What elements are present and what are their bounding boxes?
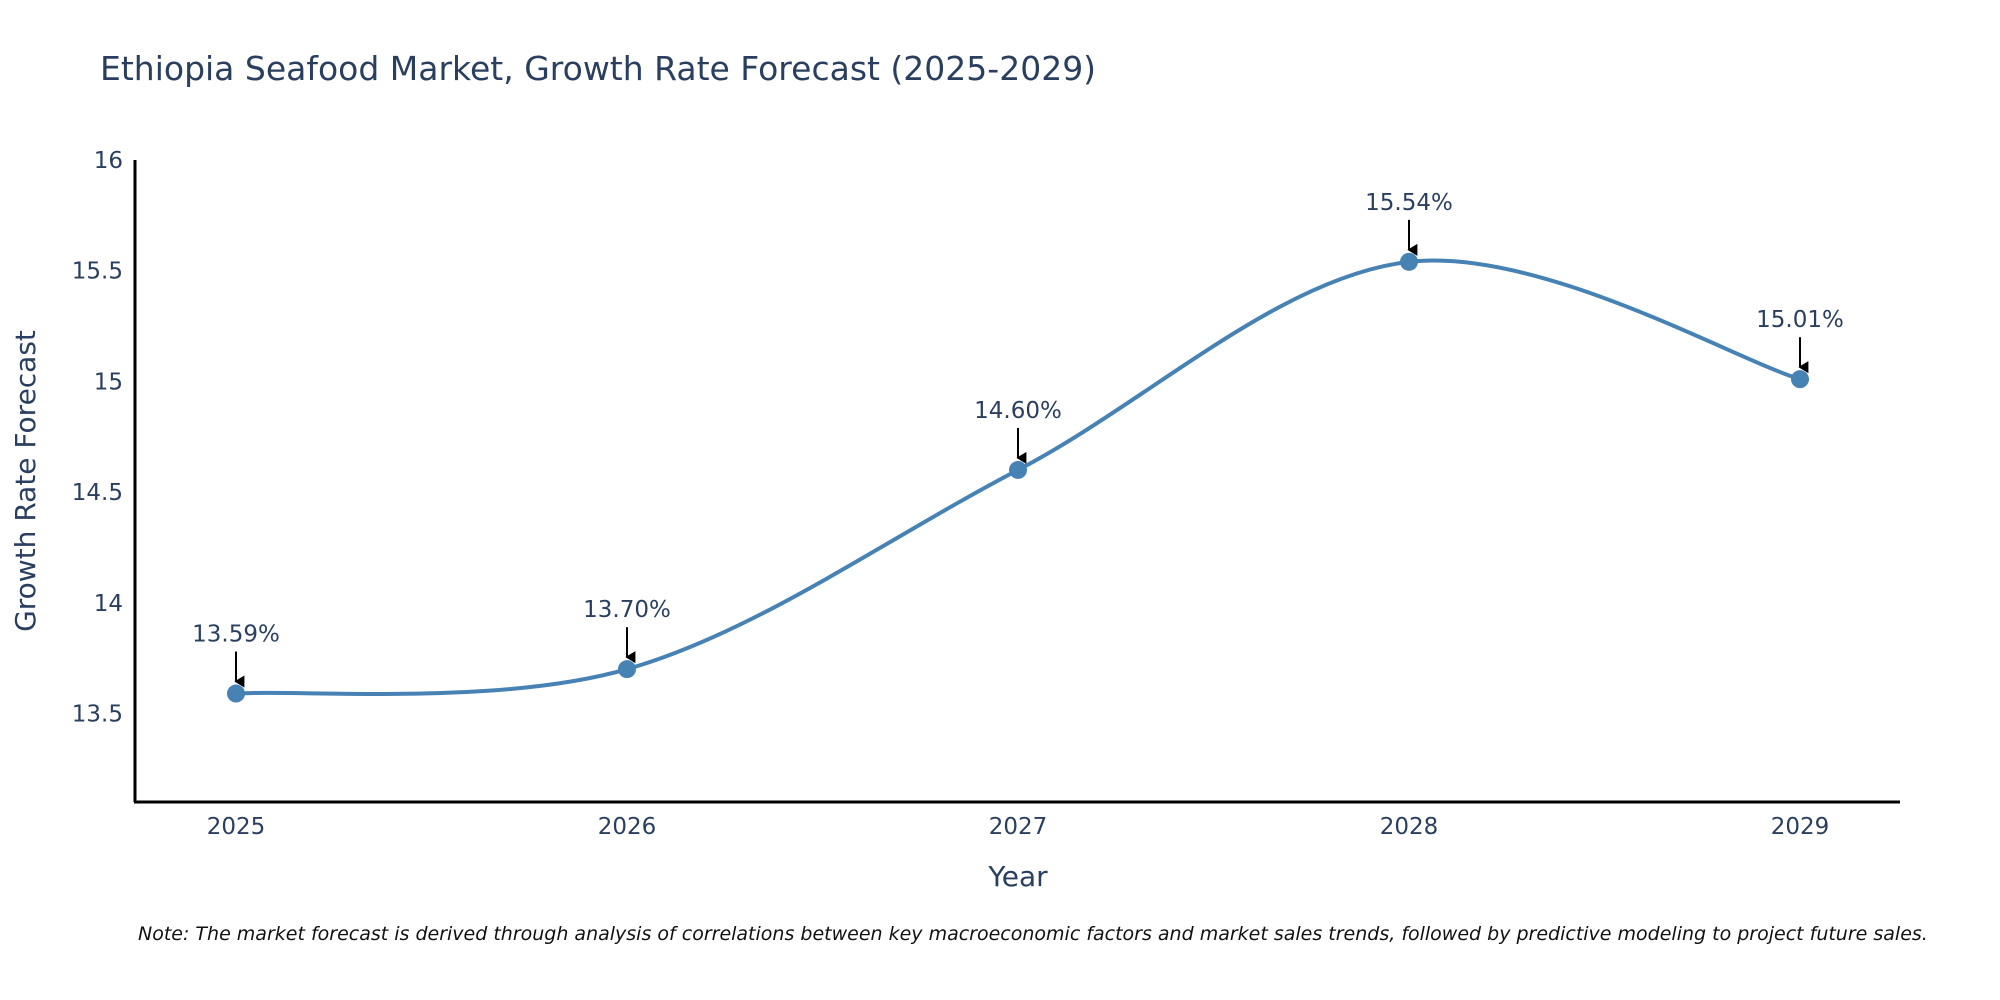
x-axis-title: Year xyxy=(987,860,1048,893)
x-tick-label: 2025 xyxy=(207,814,266,840)
data-label: 13.59% xyxy=(192,622,280,648)
data-point-2027 xyxy=(1009,460,1027,479)
x-tick-label: 2029 xyxy=(1771,814,1830,840)
data-label: 15.54% xyxy=(1365,190,1453,216)
y-tick-label: 14.5 xyxy=(72,480,123,506)
x-tick-label: 2027 xyxy=(989,814,1048,840)
data-labels: 13.59% 13.70% 14.60% 15.54% 15.01% xyxy=(192,190,1844,688)
y-tick-label: 15.5 xyxy=(72,259,123,285)
x-tick-label: 2028 xyxy=(1380,814,1439,840)
data-label: 13.70% xyxy=(583,597,671,623)
y-tick-label: 16 xyxy=(94,148,123,174)
data-label: 14.60% xyxy=(974,398,1062,424)
data-point-2025 xyxy=(227,684,245,703)
data-point-2028 xyxy=(1400,252,1418,271)
footnote: Note: The market forecast is derived thr… xyxy=(138,923,1928,945)
data-point-2029 xyxy=(1791,370,1809,389)
y-axis-ticks: 13.5 14 14.5 15 15.5 16 xyxy=(72,148,123,727)
data-label: 15.01% xyxy=(1756,307,1844,333)
y-tick-label: 15 xyxy=(94,369,123,395)
y-tick-label: 14 xyxy=(94,591,123,617)
y-tick-label: 13.5 xyxy=(72,701,123,727)
y-axis-title: Growth Rate Forecast xyxy=(9,330,42,632)
chart-title: Ethiopia Seafood Market, Growth Rate For… xyxy=(100,49,1096,88)
x-tick-label: 2026 xyxy=(598,814,657,840)
data-point-2026 xyxy=(618,660,636,679)
x-axis-ticks: 2025 2026 2027 2028 2029 xyxy=(207,814,1830,840)
data-points xyxy=(227,252,1809,703)
